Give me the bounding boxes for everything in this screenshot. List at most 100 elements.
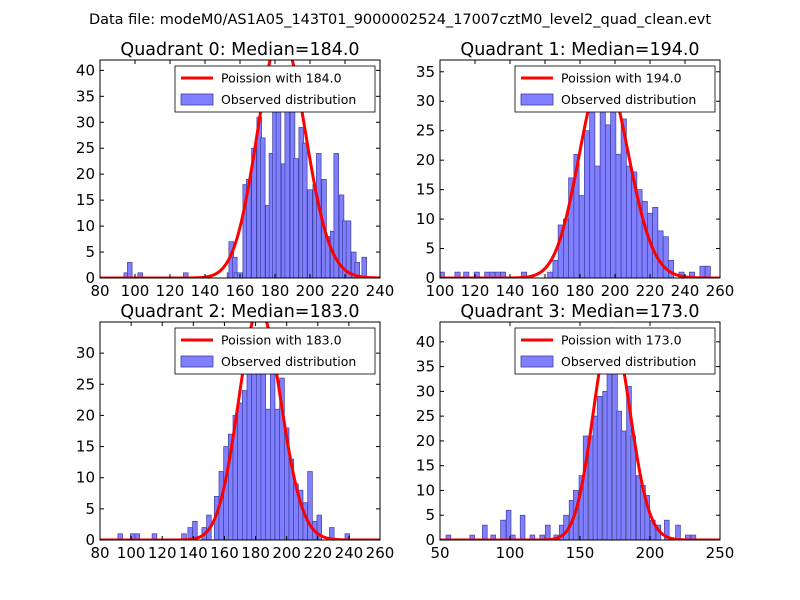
y-tick-label: 25 [416,122,435,140]
y-tick-label: 0 [425,269,435,287]
y-tick-label: 10 [76,217,95,235]
y-tick-label: 20 [416,151,435,169]
plot-frame [99,321,381,541]
histogram-bar [260,352,267,540]
histogram-bar [302,142,308,278]
legend: Poission with 173.0 Observed distribution [514,327,716,375]
histogram-bar [657,230,664,278]
x-tick-label: 120 [148,544,177,562]
y-tick-label: 25 [416,407,435,425]
legend-label-poisson: Poission with 184.0 [221,71,342,86]
histogram-bar [345,220,352,278]
y-tick-label: 20 [76,406,95,424]
histogram-bar [117,533,123,540]
histogram-bar [265,408,271,540]
histogram-bar [675,524,681,540]
x-tick-label: 180 [261,282,290,300]
histogram-bar [704,265,711,278]
y-tick-label: 15 [76,438,95,456]
histogram-bar [151,533,158,540]
histogram-bar [293,158,299,278]
y-tick-label: 15 [416,181,435,199]
histogram-bar [626,165,632,278]
y-tick-label: 20 [416,432,435,450]
legend-label-observed: Observed distribution [221,92,356,107]
legend-label-poisson: Poission with 173.0 [561,333,682,348]
legend-label-poisson: Poission with 183.0 [221,333,342,348]
plot-area [100,60,380,278]
y-tick-label: 10 [76,469,95,487]
histogram-bar [545,524,551,540]
histogram-bar [181,533,187,540]
histogram-bar [274,408,281,540]
histogram-bar [269,365,276,540]
x-tick-label: 200 [601,282,630,300]
y-tick-label: 30 [416,92,435,110]
x-tick-label: 140 [179,544,208,562]
histogram-bar [251,346,257,540]
x-tick-label: 180 [566,282,595,300]
y-tick-label: 0 [85,531,95,549]
x-tick-label: 100 [496,544,525,562]
histogram-bar [255,365,262,540]
plot-area [100,322,380,540]
histogram-bar [344,533,351,540]
y-tick-label: 40 [416,333,435,351]
legend-bar-swatch [180,93,214,106]
x-tick-label: 240 [335,544,364,562]
x-tick-label: 260 [706,282,735,300]
histogram-bar [127,262,133,278]
histogram-bar [582,435,589,540]
y-tick-label: 15 [416,457,435,475]
x-tick-label: 160 [210,544,239,562]
y-tick-label: 20 [76,165,95,183]
x-tick-label: 200 [636,544,665,562]
histogram-bar [134,533,141,540]
legend-bar-swatch [520,355,554,368]
histogram-bar [594,165,601,278]
histogram-bar [482,524,488,540]
y-tick-label: 35 [416,63,435,81]
figure-suptitle: Data file: modeM0/AS1A05_143T01_90000025… [89,12,711,28]
poisson-curve [440,71,720,278]
x-tick-label: 100 [121,282,150,300]
legend: Poission with 183.0 Observed distribution [174,327,376,375]
x-tick-label: 140 [191,282,220,300]
histogram-bar [668,259,674,278]
histogram-bar [589,94,596,278]
legend: Poission with 184.0 Observed distribution [174,65,376,113]
x-tick-label: 220 [636,282,665,300]
chart-title: Quadrant 0: Median=184.0 [120,40,359,60]
histogram-bar [605,124,611,278]
x-tick-label: 260 [366,544,395,562]
x-tick-label: 180 [241,544,270,562]
x-tick-label: 100 [426,282,455,300]
x-tick-label: 160 [531,282,560,300]
poisson-curve [440,327,720,540]
y-tick-label: 5 [425,506,435,524]
histogram-bar [500,519,506,540]
histogram-bar [644,495,650,540]
histogram-bar [361,256,367,278]
histogram-bar [596,395,603,540]
panels: 80 100 120 140 160 180 200 220 24005101520253035… [76,40,735,562]
y-tick-label: 25 [76,139,95,157]
histogram-bar [652,206,659,278]
y-tick-label: 0 [425,531,435,549]
histogram-bar [552,259,559,278]
histogram-bar [699,265,706,278]
x-tick-label: 240 [366,282,395,300]
histogram-bar [241,390,248,540]
x-tick-label: 250 [706,544,735,562]
x-tick-label: 200 [296,282,325,300]
legend-label-poisson: Poission with 194.0 [561,71,682,86]
chart-panel-1: 100 120 140 160 180 200 220 240 260 0 5 10 15 20 25 30 3… [416,40,734,300]
histogram-bar [260,137,266,278]
legend-label-observed: Observed distribution [561,354,696,369]
chart-title: Quadrant 3: Median=173.0 [460,302,699,322]
x-tick-label: 220 [303,544,332,562]
legend-bar-swatch [180,355,214,368]
y-tick-label: 30 [416,382,435,400]
chart-panel-0: 80 100 120 140 160 180 200 220 240 0 5 10 15 20 25 30 35… [76,40,395,300]
